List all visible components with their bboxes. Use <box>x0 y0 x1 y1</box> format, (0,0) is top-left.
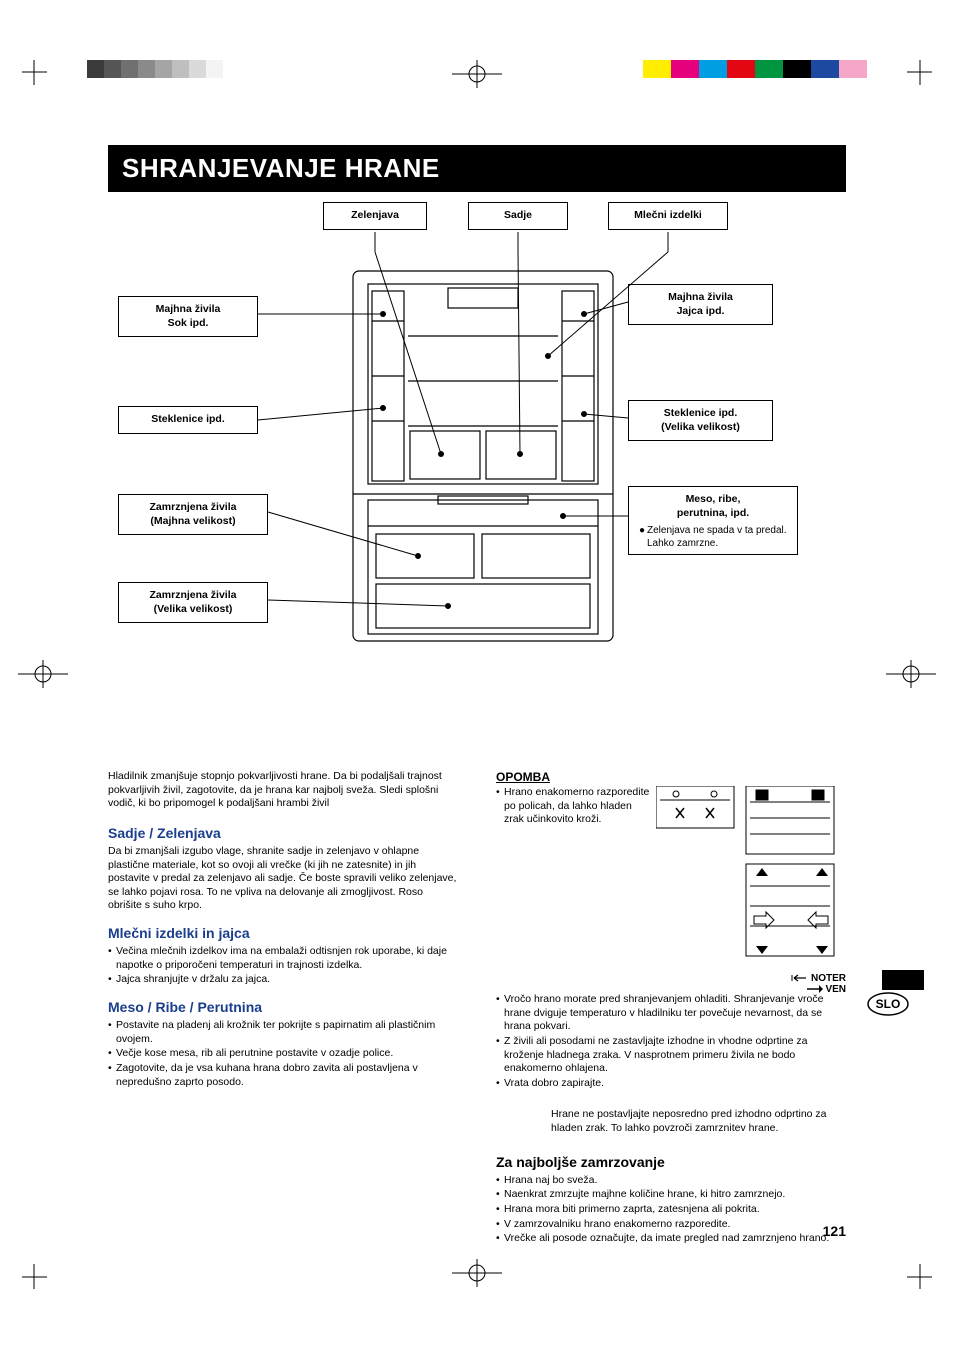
callout-small-juice: Majhna živila Sok ipd. <box>118 296 258 337</box>
page-number: 121 <box>823 1223 846 1239</box>
intro-text: Hladilnik zmanjšuje stopnjo pokvarljivos… <box>108 770 458 811</box>
list-item: Hrana naj bo sveža. <box>496 1174 846 1188</box>
callout-dairy: Mlečni izdelki <box>608 202 728 230</box>
left-column: Hladilnik zmanjšuje stopnjo pokvarljivos… <box>108 770 458 1097</box>
section-title-dairy: Mlečni izdelki in jajca <box>108 925 458 941</box>
callout-fruit: Sadje <box>468 202 568 230</box>
side-registration-icon <box>18 660 68 688</box>
section-bullets-freezing: Hrana naj bo sveža. Naenkrat zmrzujte ma… <box>496 1174 846 1246</box>
list-item: Z živili ali posodami ne zastavljajte iz… <box>496 1035 846 1076</box>
language-badge: SLO <box>866 992 916 1016</box>
list-item: Postavite na pladenj ali krožnik ter pok… <box>108 1019 458 1046</box>
list-item: Hrana mora biti primerno zaprta, zatesnj… <box>496 1203 846 1217</box>
svg-text:SLO: SLO <box>876 997 901 1011</box>
note-bullets-cont: Vročo hrano morate pred shranjevanjem oh… <box>496 993 846 1090</box>
list-item: Vročo hrano morate pred shranjevanjem oh… <box>496 993 846 1034</box>
center-registration-icon <box>452 60 502 88</box>
fridge-drawing <box>348 266 618 646</box>
bottom-registration-row <box>0 1259 954 1287</box>
page-title: SHRANJEVANJE HRANE <box>108 145 846 192</box>
section-bullets-dairy: Večina mlečnih izdelkov ima na embalaži … <box>108 945 458 987</box>
list-item: Večina mlečnih izdelkov ima na embalaži … <box>108 945 458 972</box>
note-title: OPOMBA <box>496 770 846 784</box>
section-title-meat: Meso / Ribe / Perutnina <box>108 999 458 1015</box>
list-item: Jajca shranjujte v držalu za jajca. <box>108 973 458 987</box>
section-title-freezing: Za najboljše zamrzovanje <box>496 1154 846 1170</box>
right-column: OPOMBA Hrano enakomerno razporedite po p… <box>496 770 846 1254</box>
callout-meat-note: ●Zelenjava ne spada v ta predal. Lahko z… <box>639 524 787 550</box>
list-item: Zagotovite, da je vsa kuhana hrana dobro… <box>108 1062 458 1089</box>
callout-meat: Meso, ribe, perutnina, ipd. ●Zelenjava n… <box>628 486 798 555</box>
callout-bottles: Steklenice ipd. <box>118 406 258 434</box>
center-registration-icon <box>452 1259 502 1287</box>
list-item: Vrata dobro zapirajte. <box>496 1077 846 1091</box>
crop-mark-icon <box>22 60 62 100</box>
callout-vegetables: Zelenjava <box>323 202 427 230</box>
color-bar <box>643 60 867 78</box>
fridge-diagram: Zelenjava Sadje Mlečni izdelki Majhna ži… <box>108 196 846 676</box>
section-title-fruit-veg: Sadje / Zelenjava <box>108 825 458 841</box>
note-figures: NOTER VEN <box>656 786 846 995</box>
callout-meat-title: Meso, ribe, perutnina, ipd. <box>639 493 787 520</box>
callout-bottles-large: Steklenice ipd. (Velika velikost) <box>628 400 773 441</box>
section-body-fruit-veg: Da bi zmanjšali izgubo vlage, shranite s… <box>108 845 458 913</box>
airflow-key: NOTER VEN <box>656 973 846 995</box>
callout-frozen-small: Zamrznjena živila (Majhna velikost) <box>118 494 268 535</box>
grayscale-bar <box>87 60 223 78</box>
list-item: Vrečke ali posode označujte, da imate pr… <box>496 1232 846 1246</box>
callout-frozen-large: Zamrznjena živila (Velika velikost) <box>118 582 268 623</box>
list-item: V zamrzovalniku hrano enakomerno razpore… <box>496 1218 846 1232</box>
crop-mark-icon <box>22 1249 62 1289</box>
note-bullets: Hrano enakomerno razporedite po policah,… <box>496 786 650 827</box>
list-item: Večje kose mesa, rib ali perutnine posta… <box>108 1047 458 1061</box>
section-bullets-meat: Postavite na pladenj ali krožnik ter pok… <box>108 1019 458 1089</box>
tab-marker <box>882 970 924 990</box>
side-registration-icon <box>886 660 936 688</box>
top-registration-row <box>0 60 954 88</box>
note-warning: Hrane ne postavljajte neposredno pred iz… <box>496 1108 846 1135</box>
crop-mark-icon <box>892 60 932 100</box>
crop-mark-icon <box>892 1249 932 1289</box>
list-item: Hrano enakomerno razporedite po policah,… <box>496 786 650 827</box>
list-item: Naenkrat zmrzujte majhne količine hrane,… <box>496 1188 846 1202</box>
callout-small-eggs: Majhna živila Jajca ipd. <box>628 284 773 325</box>
